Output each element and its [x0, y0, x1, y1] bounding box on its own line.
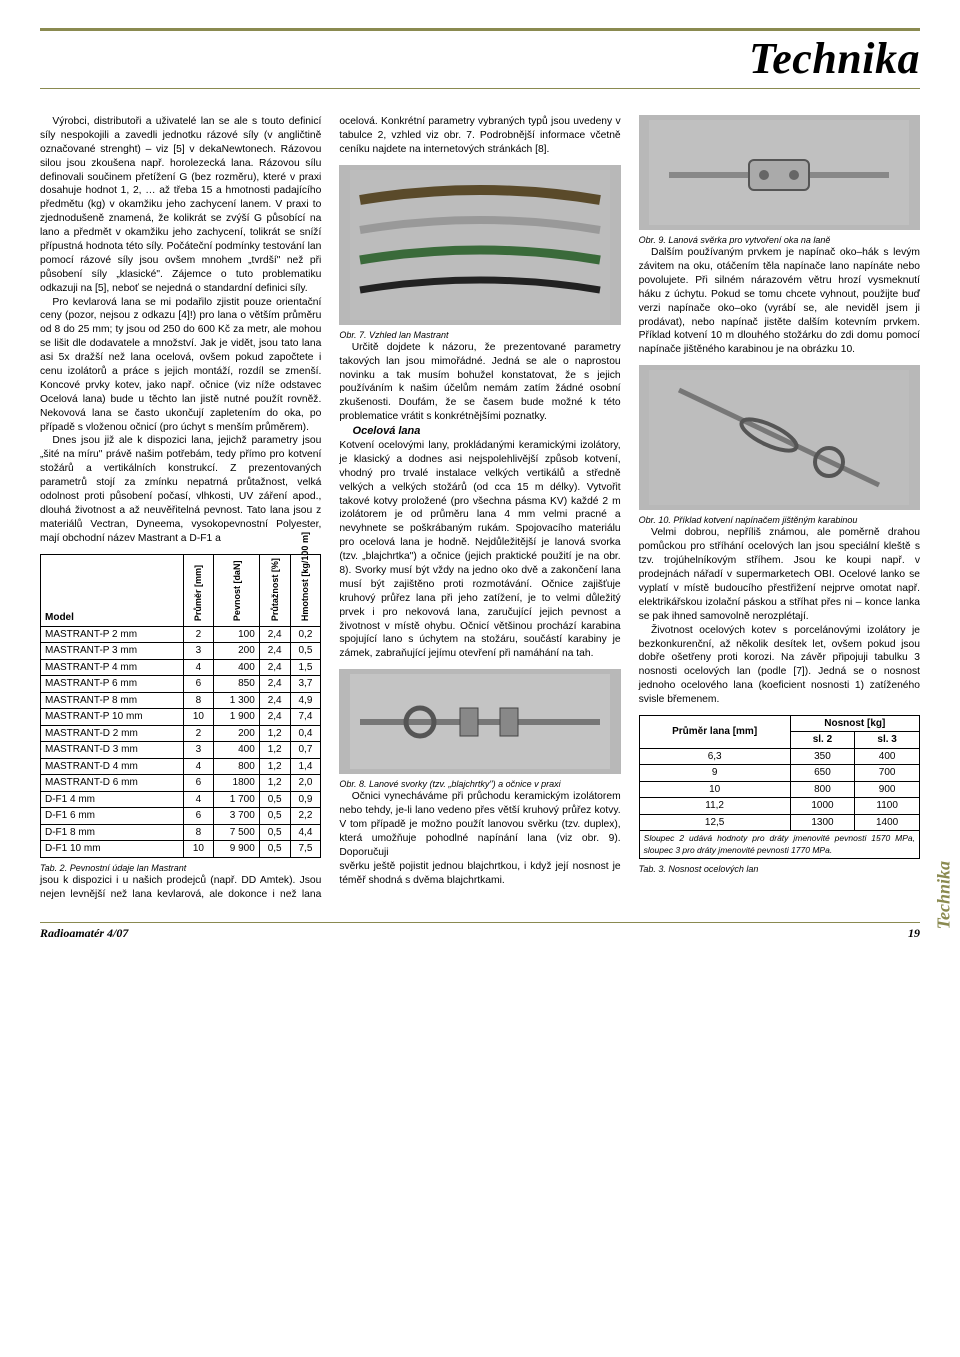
table-caption: Tab. 3. Nosnost ocelových lan [639, 863, 920, 875]
col-elongation: Průtažnost [%] [259, 554, 290, 626]
body-para: Kotvení ocelovými lany, prokládanými ker… [339, 439, 620, 661]
table-note: Sloupec 2 udává hodnoty pro dráty jmenov… [639, 831, 919, 859]
figure-8 [339, 669, 620, 774]
body-para: svěrku ještě pojistit jednou blajchrtkou… [339, 860, 620, 888]
figure-10 [639, 365, 920, 510]
figure-caption: Obr. 10. Příklad kotvení napínačem jiště… [639, 514, 920, 526]
table-row: 9650700 [639, 765, 919, 782]
col-diameter: Průměr [mm] [183, 554, 214, 626]
body-para: Dnes jsou již ale k dispozici lana, jeji… [40, 434, 321, 545]
table-steel-capacity: Průměr lana [mm] Nosnost [kg] sl. 2 sl. … [639, 715, 920, 859]
footer-page-number: 19 [908, 926, 920, 941]
table-row: D-F1 4 mm41 7000,50,9 [41, 791, 321, 808]
table-row: MASTRANT-D 3 mm34001,20,7 [41, 742, 321, 759]
col-s3: sl. 3 [855, 732, 920, 749]
col-weight: Hmotnost [kg/100 m] [290, 554, 321, 626]
table-row: MASTRANT-D 6 mm618001,22,0 [41, 775, 321, 792]
body-para: Velmi dobrou, nepříliš známou, ale poměr… [639, 526, 920, 623]
duplex-illustration [649, 120, 909, 225]
col-model: Model [41, 554, 184, 626]
figure-caption: Obr. 7. Vzhled lan Mastrant [339, 329, 620, 341]
table-row: D-F1 10 mm109 9000,57,5 [41, 841, 321, 858]
col-strength: Pevnost [daN] [214, 554, 260, 626]
clamp-illustration [350, 674, 610, 769]
figure-9 [639, 115, 920, 230]
page-title: Technika [40, 33, 920, 84]
table-row: 11,210001100 [639, 798, 919, 815]
table-row: MASTRANT-D 4 mm48001,21,4 [41, 758, 321, 775]
table-row: MASTRANT-P 4 mm44002,41,5 [41, 659, 321, 676]
body-para: Očnici vynecháváme při průchodu keramick… [339, 790, 620, 859]
body-para: Dalším používaným prvkem je napínač oko–… [639, 246, 920, 357]
figure-caption: Obr. 9. Lanová svěrka pro vytvoření oka … [639, 234, 920, 246]
table-row: 6,3350400 [639, 748, 919, 765]
table-caption: Tab. 2. Pevnostní údaje lan Mastrant [40, 862, 321, 874]
figure-caption: Obr. 8. Lanové svorky (tzv. „blajchrtky"… [339, 778, 620, 790]
table-row: D-F1 8 mm87 5000,54,4 [41, 824, 321, 841]
footer-magazine: Radioamatér 4/07 [40, 926, 128, 941]
table-row: MASTRANT-P 2 mm21002,40,2 [41, 626, 321, 643]
table-row: 12,513001400 [639, 814, 919, 831]
table-mastrant: Model Průměr [mm] Pevnost [daN] Průtažno… [40, 554, 321, 858]
turnbuckle-illustration [649, 370, 909, 505]
table-row: D-F1 6 mm63 7000,52,2 [41, 808, 321, 825]
table-row: MASTRANT-P 10 mm101 9002,47,4 [41, 709, 321, 726]
body-para: Určitě dojdete k názoru, že prezentované… [339, 341, 620, 424]
body-para: Výrobci, distributoři a uživatelé lan se… [40, 115, 321, 296]
subheading-ocelova: Ocelová lana [339, 424, 620, 439]
table-row: MASTRANT-P 8 mm81 3002,44,9 [41, 692, 321, 709]
rope-illustration [350, 170, 610, 320]
body-para: Pro kevlarová lana se mi podařilo zjisti… [40, 296, 321, 435]
table-row: MASTRANT-P 3 mm32002,40,5 [41, 643, 321, 660]
table-row: 10800900 [639, 781, 919, 798]
col-capacity: Nosnost [kg] [790, 715, 919, 732]
table-row: MASTRANT-D 2 mm22001,20,4 [41, 725, 321, 742]
col-diameter: Průměr lana [mm] [639, 715, 790, 748]
figure-7 [339, 165, 620, 325]
table-row: MASTRANT-P 6 mm68502,43,7 [41, 676, 321, 693]
side-section-label: Technika [933, 861, 954, 929]
col-s2: sl. 2 [790, 732, 855, 749]
body-para: Životnost ocelových kotev s porcelánovým… [639, 624, 920, 707]
